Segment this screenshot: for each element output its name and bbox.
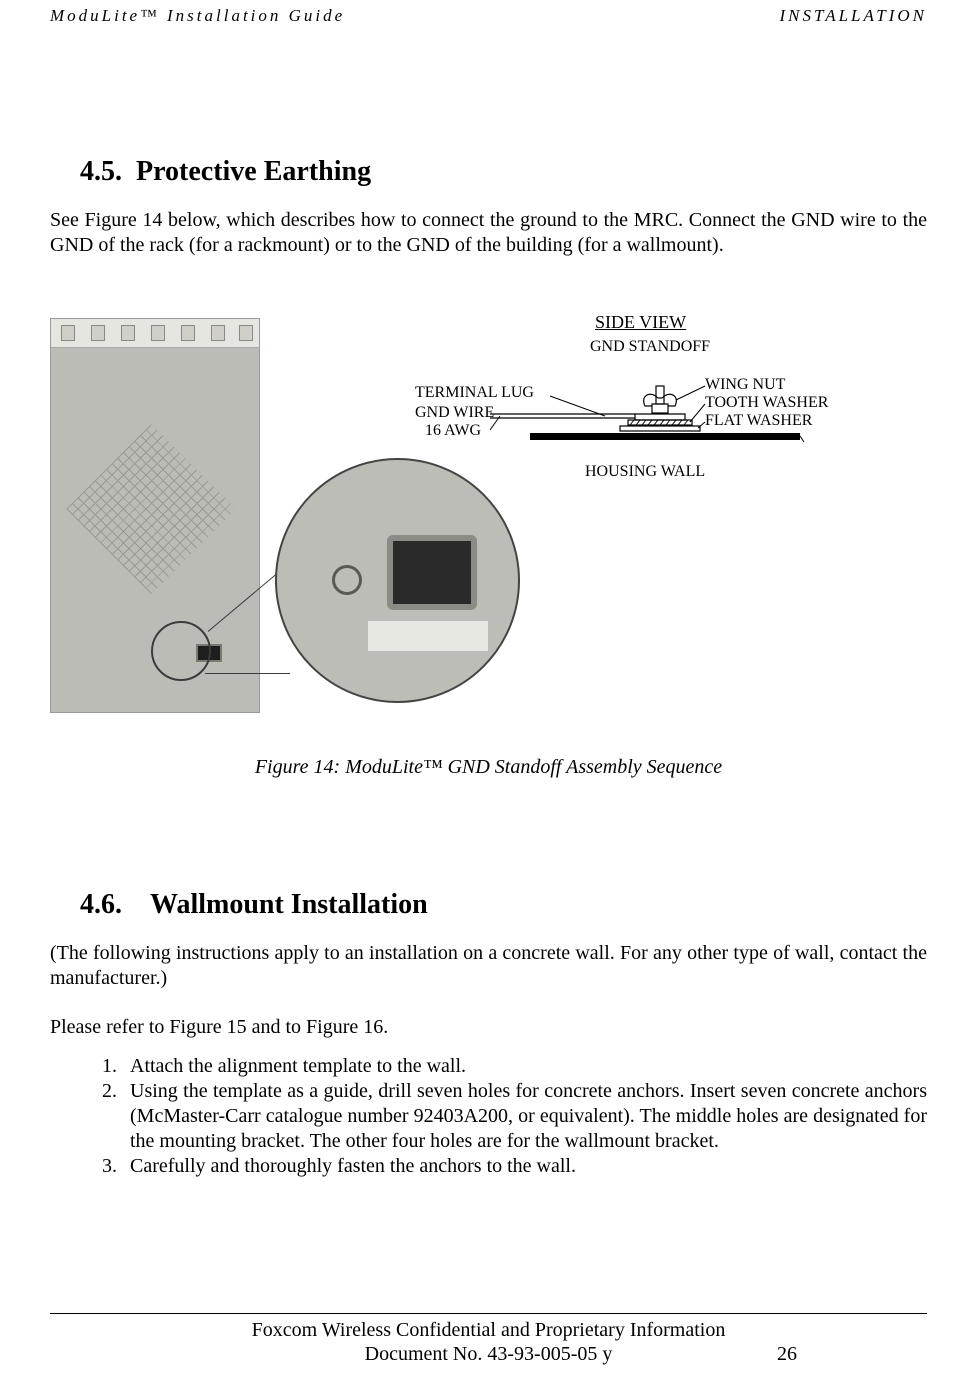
figure-14-area: SIDE VIEW GND STANDOFF TERMINAL LUG GND … [50,318,927,748]
header-left: ModuLite™ Installation Guide [50,6,345,26]
zoom-leader-line [205,673,290,674]
vent-grid [66,424,236,594]
side-view-title: SIDE VIEW [595,312,686,333]
label-gnd-standoff: GND STANDOFF [590,338,710,356]
section-4-5-title: Protective Earthing [136,156,371,187]
zoom-detail-circle [275,458,520,703]
device-knob [239,325,253,341]
zoom-ac-label [367,620,489,652]
footer-rule [50,1313,927,1314]
footer-docno: Document No. 43-93-005-05 y [365,1343,613,1366]
label-housing-wall: HOUSING WALL [585,463,705,481]
gnd-callout-circle [151,621,211,681]
list-item: Carefully and thoroughly fasten the anch… [122,1154,927,1179]
figure-14-caption: Figure 14: ModuLite™ GND Standoff Assemb… [50,756,927,779]
gnd-assembly-diagram [480,378,830,458]
section-4-5-body: See Figure 14 below, which describes how… [50,208,927,258]
device-knob [61,325,75,341]
section-4-6-intro: (The following instructions apply to an … [50,941,927,991]
section-4-6-refer: Please refer to Figure 15 and to Figure … [50,1015,927,1040]
device-knob [121,325,135,341]
device-knob [91,325,105,341]
label-gnd-wire-2: 16 AWG [425,422,481,440]
header-right: INSTALLATION [780,6,927,26]
zoom-ac-port [387,535,477,610]
device-knob [181,325,195,341]
section-4-5-number: 4.5. [80,156,122,187]
device-enclosure [50,318,260,713]
list-item: Using the template as a guide, drill sev… [122,1079,927,1154]
device-top-panel [51,319,259,348]
section-4-6-title: Wallmount Installation [150,889,428,920]
list-item: Attach the alignment template to the wal… [122,1054,927,1079]
wallmount-steps-list: Attach the alignment template to the wal… [50,1054,927,1179]
running-header: ModuLite™ Installation Guide INSTALLATIO… [50,0,927,26]
footer-docrow: Document No. 43-93-005-05 y 26 [50,1343,927,1366]
footer-confidential: Foxcom Wireless Confidential and Proprie… [50,1318,927,1343]
section-4-5-heading: 4.5. Protective Earthing [80,156,927,188]
page: ModuLite™ Installation Guide INSTALLATIO… [0,0,977,1386]
device-knob [151,325,165,341]
device-knob [211,325,225,341]
page-footer: Foxcom Wireless Confidential and Proprie… [50,1313,927,1366]
section-4-6-number: 4.6. [80,889,122,920]
footer-page-number: 26 [777,1343,797,1366]
zoom-gnd-stud [332,565,362,595]
section-4-6-heading: 4.6. Wallmount Installation [80,889,927,921]
